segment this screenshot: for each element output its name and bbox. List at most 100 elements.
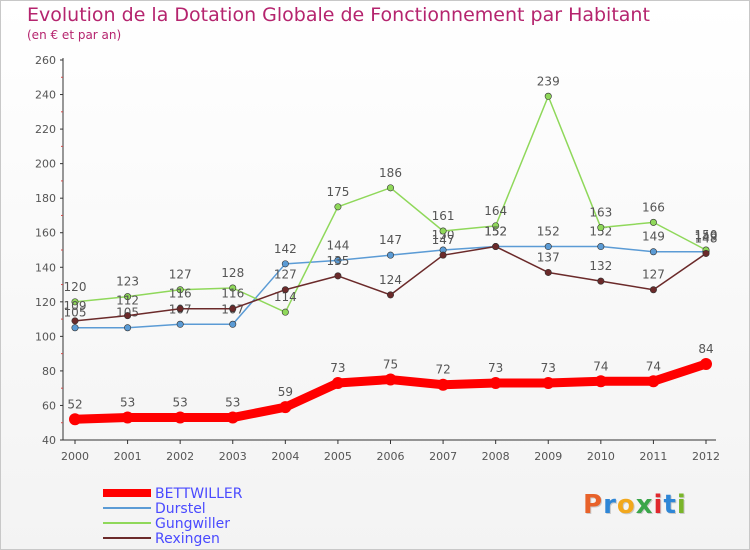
data-label-rexingen: 127 [274,268,297,282]
data-label-durstel: 152 [589,225,612,239]
legend-label-gungwiller: Gungwiller [155,516,230,532]
data-label-bettwiller: 72 [435,363,450,377]
data-label-rexingen: 135 [326,254,349,268]
y-tick-label: 160 [35,227,56,240]
legend-label-bettwiller: BETTWILLER [155,486,243,502]
data-label-gungwiller: 186 [379,166,402,180]
x-tick-label: 2003 [219,450,247,463]
x-tick-label: 2011 [639,450,667,463]
data-label-rexingen: 148 [695,231,718,245]
data-point-rexingen [71,317,79,325]
data-label-bettwiller: 59 [278,385,293,399]
data-label-gungwiller: 128 [221,266,244,280]
data-point-durstel [229,320,237,328]
data-label-durstel: 149 [695,230,718,244]
data-label-rexingen: 116 [221,287,244,301]
y-tick-label: 40 [42,434,56,447]
data-point-rexingen [439,251,447,259]
data-point-rexingen [229,305,237,313]
y-tick-label: 120 [35,296,56,309]
data-point-rexingen [334,272,342,280]
data-point-gungwiller [124,293,132,301]
logo-letter: x [635,490,654,520]
data-point-gungwiller [492,222,500,230]
x-tick-label: 2000 [61,450,89,463]
chart-subtitle: (en € et par an) [27,28,122,42]
y-tick-label: 180 [35,192,56,205]
data-point-bettwiller [700,358,712,370]
data-point-durstel [649,248,657,256]
data-point-durstel [544,243,552,251]
series-line-bettwiller [70,359,711,424]
data-label-rexingen: 127 [642,268,665,282]
data-point-gungwiller [649,218,657,226]
x-tick-label: 2004 [271,450,299,463]
x-tick-label: 2006 [377,450,405,463]
data-label-durstel: 147 [379,233,402,247]
y-tick-label: 240 [35,89,56,102]
y-tick-label: 80 [42,365,56,378]
logo-letter: r [603,490,617,520]
data-label-durstel: 105 [64,306,87,320]
data-point-gungwiller [386,184,394,192]
data-point-gungwiller [439,227,447,235]
data-label-bettwiller: 53 [173,396,188,410]
x-tick-label: 2001 [114,450,142,463]
data-label-gungwiller: 150 [695,228,718,242]
data-label-bettwiller: 52 [67,397,82,411]
data-point-bettwiller [647,375,660,388]
data-label-bettwiller: 53 [225,396,240,410]
data-label-bettwiller: 75 [383,358,398,372]
logo-letter: t [663,490,677,520]
data-label-gungwiller: 120 [64,280,87,294]
data-point-durstel [597,243,605,251]
data-label-rexingen: 124 [379,273,402,287]
data-point-gungwiller [176,286,184,294]
data-point-gungwiller [597,224,605,232]
data-point-gungwiller [71,298,79,306]
y-tick-label: 260 [35,54,56,67]
data-point-gungwiller [281,308,289,316]
data-label-bettwiller: 74 [646,359,661,373]
data-label-durstel: 152 [537,225,560,239]
data-label-rexingen: 109 [64,299,87,313]
data-point-bettwiller [437,378,450,391]
logo-letter: i [653,490,664,520]
data-label-bettwiller: 53 [120,396,135,410]
data-point-rexingen [544,268,552,276]
legend-label-durstel: Durstel [155,501,206,517]
data-label-rexingen: 147 [432,233,455,247]
data-point-durstel [334,256,342,264]
data-point-rexingen [597,277,605,285]
data-label-rexingen: 132 [589,259,612,273]
data-label-bettwiller: 74 [593,359,608,373]
data-point-gungwiller [229,284,237,292]
data-point-bettwiller [594,375,607,388]
data-point-gungwiller [334,203,342,211]
data-point-gungwiller [544,92,552,100]
y-tick-label: 100 [35,330,56,343]
data-label-gungwiller: 123 [116,275,139,289]
y-tick-label: 220 [35,123,56,136]
data-label-durstel: 149 [642,230,665,244]
x-tick-label: 2007 [429,450,457,463]
data-label-rexingen: 112 [116,294,139,308]
data-point-bettwiller [384,373,397,386]
data-point-durstel [386,251,394,259]
data-label-bettwiller: 73 [330,361,345,375]
x-tick-label: 2010 [587,450,615,463]
data-label-durstel: 152 [484,225,507,239]
data-label-durstel: 150 [432,228,455,242]
data-point-rexingen [702,249,710,257]
logo-letter: P [583,490,604,520]
data-point-rexingen [386,291,394,299]
data-point-bettwiller [489,377,502,389]
y-tick-label: 140 [35,261,56,274]
y-tick-label: 60 [42,399,56,412]
data-label-gungwiller: 163 [589,206,612,220]
logo-letter: o [616,490,636,520]
data-label-gungwiller: 175 [326,185,349,199]
data-label-rexingen: 116 [169,287,192,301]
data-point-bettwiller [542,377,555,389]
